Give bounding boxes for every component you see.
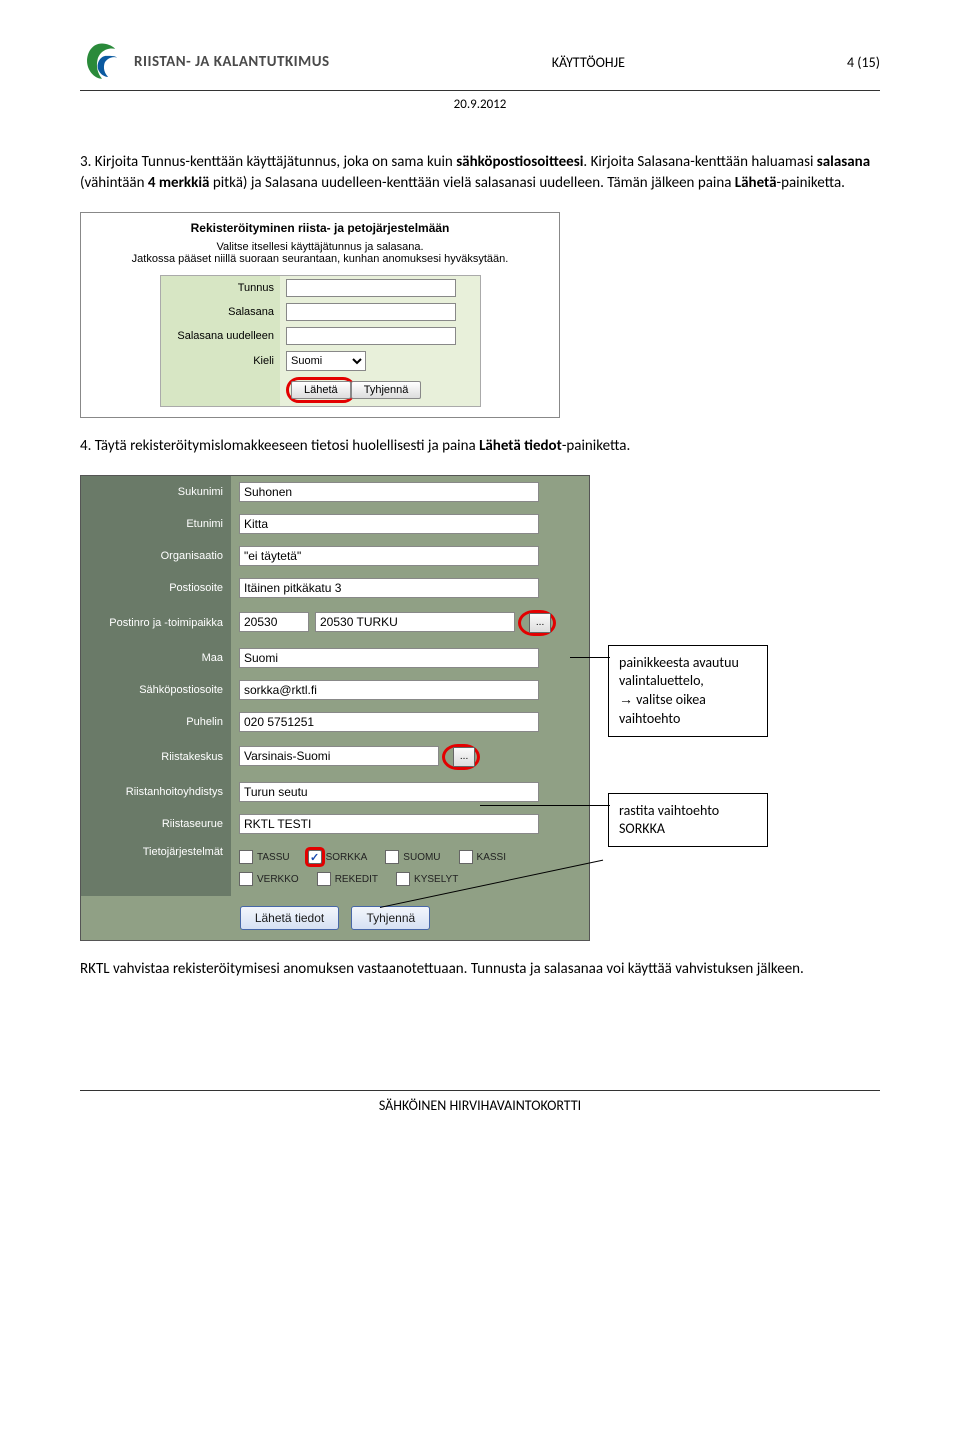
chk-label: TASSU: [257, 852, 290, 863]
chk-kyselyt[interactable]: [396, 872, 410, 886]
maa-input[interactable]: [239, 648, 539, 668]
page-number: 4 (15): [847, 54, 880, 71]
highlight-ring: ...: [442, 744, 480, 770]
organisaatio-input[interactable]: [239, 546, 539, 566]
label-email: Sähköpostiosoite: [81, 674, 231, 706]
salasana-input[interactable]: [286, 303, 456, 321]
browse-button[interactable]: ...: [453, 747, 475, 767]
postinro-input[interactable]: [239, 612, 309, 632]
checkbox-row-2: VERKKO REKEDIT KYSELYT: [239, 868, 581, 890]
label-kieli: Kieli: [160, 348, 280, 374]
details-form: Sukunimi Etunimi Organisaatio Postiosoit…: [80, 475, 590, 941]
label-tunnus: Tunnus: [160, 276, 280, 301]
seurue-input[interactable]: [239, 814, 539, 834]
browse-button[interactable]: ...: [529, 613, 551, 633]
chk-label: VERKKO: [257, 874, 299, 885]
label-maa: Maa: [81, 642, 231, 674]
chk-suomu[interactable]: [385, 850, 399, 864]
chk-sorkka[interactable]: ✓: [308, 850, 322, 864]
step-num: 4.: [80, 437, 91, 455]
step-3-text: 3. Kirjoita Tunnus-kenttään käyttäjätunn…: [80, 152, 880, 194]
puhelin-input[interactable]: [239, 712, 539, 732]
step-4-text: 4. Täytä rekisteröitymislomakkeeseen tie…: [80, 436, 880, 457]
label-tieto: Tietojärjestelmät: [81, 840, 231, 896]
sukunimi-input[interactable]: [239, 482, 539, 502]
registration-screenshot: Rekisteröityminen riista- ja petojärjest…: [80, 212, 560, 418]
riistakeskus-input[interactable]: [239, 746, 439, 766]
callout-1: painikkeesta avautuu valintaluettelo, → …: [608, 645, 768, 737]
page-footer: SÄHKÖINEN HIRVIHAVAINTOKORTTI: [80, 1090, 880, 1114]
chk-label: SORKKA: [326, 852, 368, 863]
scr1-subtitle: Valitse itsellesi käyttäjätunnus ja sala…: [81, 241, 559, 275]
tunnus-input[interactable]: [286, 279, 456, 297]
chk-kassi[interactable]: [459, 850, 473, 864]
chk-label: REKEDIT: [335, 874, 378, 885]
toimipaikka-input[interactable]: [315, 612, 515, 632]
scr1-title: Rekisteröityminen riista- ja petojärjest…: [81, 213, 559, 241]
callout-column: painikkeesta avautuu valintaluettelo, → …: [608, 475, 768, 847]
logo-icon: [80, 40, 124, 84]
chk-label: SUOMU: [403, 852, 440, 863]
checkbox-row-1: TASSU ✓ SORKKA SUOMU KASSI: [239, 846, 581, 868]
laheta-tiedot-button[interactable]: Lähetä tiedot: [240, 906, 339, 930]
callout-2: rastita vaihtoehto SORKKA: [608, 793, 768, 847]
highlight-ring: Lähetä: [286, 377, 356, 403]
label-etunimi: Etunimi: [81, 508, 231, 540]
chk-label: KASSI: [477, 852, 506, 863]
chk-rekedit[interactable]: [317, 872, 331, 886]
etunimi-input[interactable]: [239, 514, 539, 534]
connector-line: [570, 657, 610, 658]
postiosoite-input[interactable]: [239, 578, 539, 598]
org-name: RIISTAN- JA KALANTUTKIMUS: [134, 53, 330, 71]
scr1-form: Tunnus Salasana Salasana uudelleen Kieli…: [160, 275, 481, 407]
salasana2-input[interactable]: [286, 327, 456, 345]
label-sukunimi: Sukunimi: [81, 476, 231, 508]
details-screenshot-wrap: Sukunimi Etunimi Organisaatio Postiosoit…: [80, 475, 880, 941]
label-rhy: Riistanhoitoyhdistys: [81, 776, 231, 808]
label-puhelin: Puhelin: [81, 706, 231, 738]
label-salasana2: Salasana uudelleen: [160, 324, 280, 348]
tyhjenna-button[interactable]: Tyhjennä: [351, 381, 422, 399]
label-postiosoite: Postiosoite: [81, 572, 231, 604]
chk-verkko[interactable]: [239, 872, 253, 886]
label-salasana: Salasana: [160, 300, 280, 324]
label-seurue: Riistaseurue: [81, 808, 231, 840]
highlight-ring: ...: [518, 610, 556, 636]
email-input[interactable]: [239, 680, 539, 700]
tyhjenna-button[interactable]: Tyhjennä: [351, 906, 430, 930]
doc-type: KÄYTTÖOHJE: [552, 54, 625, 71]
confirmation-text: RKTL vahvistaa rekisteröitymisesi anomuk…: [80, 959, 880, 980]
label-riistakeskus: Riistakeskus: [81, 738, 231, 776]
kieli-select[interactable]: Suomi: [286, 351, 366, 371]
label-postinro: Postinro ja -toimipaikka: [81, 604, 231, 642]
chk-tassu[interactable]: [239, 850, 253, 864]
label-organisaatio: Organisaatio: [81, 540, 231, 572]
page-header: RIISTAN- JA KALANTUTKIMUS KÄYTTÖOHJE 4 (…: [80, 40, 880, 91]
chk-label: KYSELYT: [414, 874, 458, 885]
doc-date: 20.9.2012: [80, 97, 880, 112]
logo-block: RIISTAN- JA KALANTUTKIMUS: [80, 40, 330, 84]
laheta-button[interactable]: Lähetä: [291, 381, 351, 399]
connector-line: [480, 805, 610, 806]
step-num: 3.: [80, 153, 91, 171]
rhy-input[interactable]: [239, 782, 539, 802]
arrow-icon: →: [619, 691, 633, 707]
